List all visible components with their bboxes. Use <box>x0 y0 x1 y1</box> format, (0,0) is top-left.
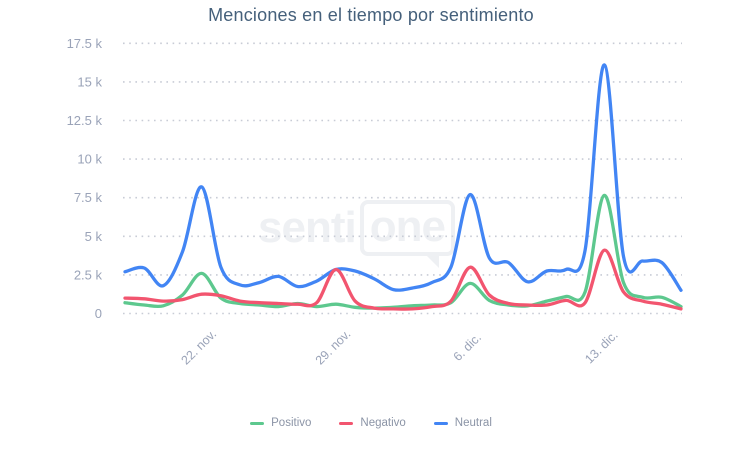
x-axis-tick-label: 13. dic. <box>582 328 620 366</box>
x-axis-tick-label: 22. nov. <box>179 327 220 368</box>
y-axis-tick-label: 12.5 k <box>67 113 103 128</box>
legend-label-neutral: Neutral <box>454 417 492 429</box>
y-axis-tick-label: 17.5 k <box>67 36 103 51</box>
y-axis-tick-label: 5 k <box>85 229 103 244</box>
legend-label-positivo: Positivo <box>271 417 312 429</box>
series-line-negativo[interactable] <box>123 248 683 311</box>
legend-swatch-negativo <box>339 421 354 425</box>
chart-canvas: 0 2.5 k 5 k 7.5 k 10 k 12.5 k 15 k 17.5 k 22. no… <box>67 36 683 368</box>
x-axis-tick-label: 29. nov. <box>313 327 354 368</box>
legend-swatch-positivo <box>250 421 265 425</box>
chart-legend: Positivo Negativo Neutral <box>0 417 742 429</box>
y-axis-tick-label: 15 k <box>77 74 102 89</box>
legend-item-neutral[interactable]: Neutral <box>433 417 492 429</box>
x-axis-tick-label: 6. dic. <box>451 330 484 363</box>
y-axis-tick-label: 0 <box>95 306 102 321</box>
y-axis-tick-label: 2.5 k <box>74 267 103 282</box>
legend-label-negativo: Negativo <box>360 417 406 429</box>
legend-item-positivo[interactable]: Positivo <box>250 417 311 429</box>
legend-swatch-neutral <box>433 421 448 425</box>
series-line-neutral[interactable] <box>123 63 683 292</box>
legend-item-negativo[interactable]: Negativo <box>339 417 406 429</box>
y-axis-tick-label: 7.5 k <box>74 190 103 205</box>
series-line-positivo[interactable] <box>123 193 683 310</box>
chart-title: Menciones en el tiempo por sentimiento <box>208 5 534 25</box>
y-axis-tick-label: 10 k <box>77 152 102 167</box>
